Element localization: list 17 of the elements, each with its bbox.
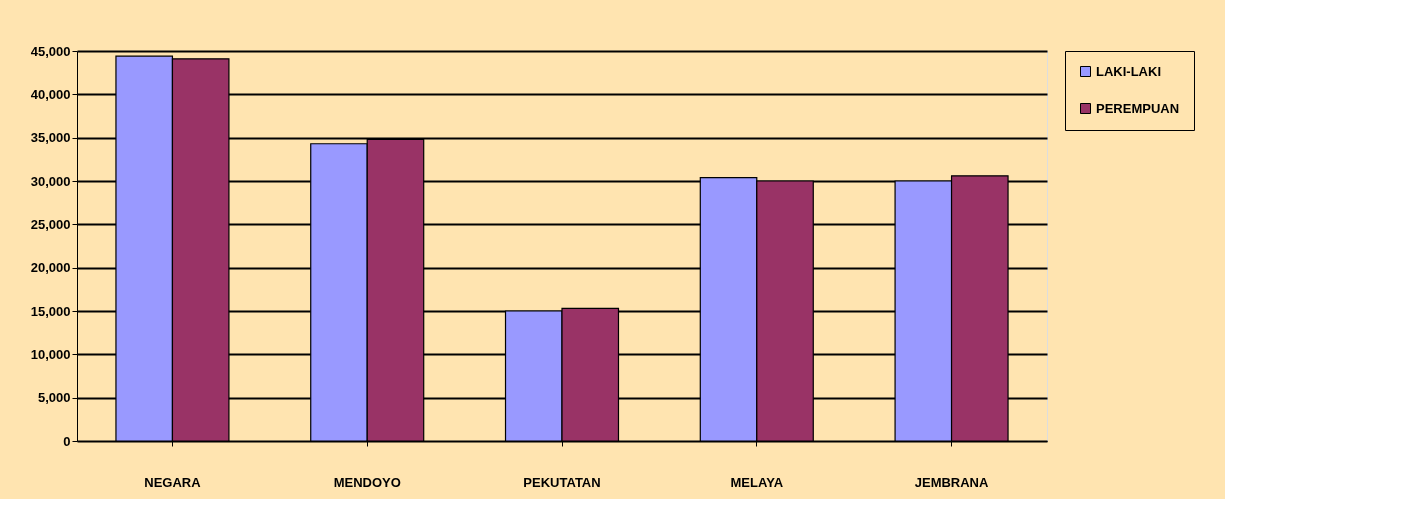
x-tick-label: MENDOYO	[333, 474, 401, 490]
legend-label: LAKI-LAKI	[1096, 63, 1161, 79]
x-tick-label: PEKUTATAN	[523, 474, 601, 490]
y-tick-label: 20,000	[30, 260, 71, 276]
y-tick-label: 25,000	[30, 216, 71, 232]
y-tick-label: 30,000	[30, 173, 71, 189]
x-tick-label: MELAYA	[730, 474, 784, 490]
y-tick-label: 10,000	[30, 346, 71, 362]
y-tick-label: 35,000	[30, 130, 71, 146]
y-tick-label: 40,000	[30, 86, 71, 102]
y-tick-label: 15,000	[30, 303, 71, 319]
y-tick-label: 0	[63, 433, 71, 449]
x-tick-label: NEGARA	[144, 474, 202, 490]
legend-label: PEREMPUAN	[1096, 100, 1180, 116]
y-tick-label: 45,000	[30, 43, 71, 59]
y-tick-label: 5,000	[37, 390, 71, 406]
x-tick-label: JEMBRANA	[914, 474, 990, 490]
